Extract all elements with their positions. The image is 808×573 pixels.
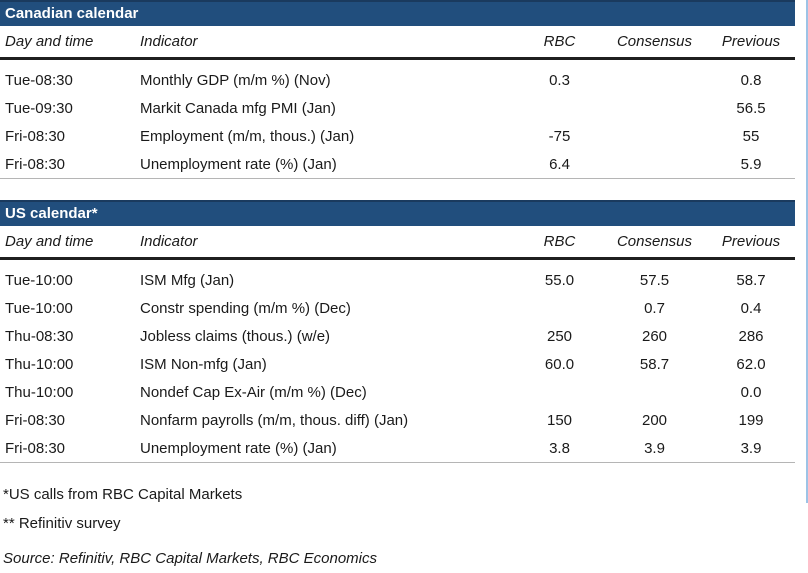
canadian-calendar-section: Canadian calendar Day and time Indicator… xyxy=(0,0,808,179)
cell-day: Fri-08:30 xyxy=(5,439,66,457)
cell-previous: 58.7 xyxy=(736,271,766,289)
cell-day: Tue-10:00 xyxy=(5,271,73,289)
us-header-row: Day and time Indicator RBC Consensus Pre… xyxy=(0,226,795,260)
cell-rbc xyxy=(517,378,602,406)
us-calendar-title-bar: US calendar* xyxy=(0,200,795,226)
cell-consensus: 0.7 xyxy=(644,299,665,317)
column-header-indicator: Indicator xyxy=(140,226,517,260)
cell-previous: 0.4 xyxy=(740,299,762,317)
cell-consensus: 3.9 xyxy=(644,439,665,457)
cell-indicator: Nonfarm payrolls (m/m, thous. diff) (Jan… xyxy=(140,411,409,429)
column-header-previous: Previous xyxy=(707,26,795,60)
us-calendar-table: Day and time Indicator RBC Consensus Pre… xyxy=(0,226,795,463)
column-header-indicator: Indicator xyxy=(140,26,517,60)
cell-day: Fri-08:30 xyxy=(5,411,66,429)
column-header-consensus: Consensus xyxy=(602,26,707,60)
column-header-rbc: RBC xyxy=(517,226,602,260)
canadian-header-row: Day and time Indicator RBC Consensus Pre… xyxy=(0,26,795,60)
cell-rbc: 3.8 xyxy=(549,439,570,457)
cell-day: Tue-10:00 xyxy=(5,299,73,317)
cell-previous: 286 xyxy=(738,327,764,345)
table-row: Fri-08:30 Unemployment rate (%) (Jan) 6.… xyxy=(0,150,795,179)
table-row: Tue-10:00 ISM Mfg (Jan) 55.0 57.5 58.7 xyxy=(0,259,795,295)
cell-consensus xyxy=(602,150,707,179)
cell-indicator: Unemployment rate (%) (Jan) xyxy=(140,155,337,173)
cell-previous: 199 xyxy=(738,411,764,429)
table-row: Thu-08:30 Jobless claims (thous.) (w/e) … xyxy=(0,322,795,350)
cell-consensus: 57.5 xyxy=(639,271,670,289)
footnote-refinitiv: ** Refinitiv survey xyxy=(3,515,121,532)
table-row: Tue-08:30 Monthly GDP (m/m %) (Nov) 0.3 … xyxy=(0,59,795,95)
cell-consensus xyxy=(602,94,707,122)
column-header-previous: Previous xyxy=(707,226,795,260)
canadian-calendar-title-bar: Canadian calendar xyxy=(0,0,795,26)
footnotes: *US calls from RBC Capital Markets ** Re… xyxy=(0,480,808,538)
table-row: Tue-10:00 Constr spending (m/m %) (Dec) … xyxy=(0,294,795,322)
cell-rbc: 60.0 xyxy=(544,355,575,373)
table-row: Fri-08:30 Unemployment rate (%) (Jan) 3.… xyxy=(0,434,795,463)
cell-indicator: Unemployment rate (%) (Jan) xyxy=(140,439,337,457)
cell-indicator: Markit Canada mfg PMI (Jan) xyxy=(140,99,336,117)
cell-rbc xyxy=(517,294,602,322)
cell-indicator: Nondef Cap Ex-Air (m/m %) (Dec) xyxy=(140,383,367,401)
us-calendar-section: US calendar* Day and time Indicator RBC … xyxy=(0,200,808,463)
cell-day: Thu-10:00 xyxy=(5,383,74,401)
cell-day: Tue-09:30 xyxy=(5,99,73,117)
column-header-rbc: RBC xyxy=(517,26,602,60)
cell-previous: 3.9 xyxy=(740,439,762,457)
cell-consensus: 260 xyxy=(641,327,668,345)
table-row: Fri-08:30 Nonfarm payrolls (m/m, thous. … xyxy=(0,406,795,434)
cell-consensus: 200 xyxy=(641,411,668,429)
table-row: Fri-08:30 Employment (m/m, thous.) (Jan)… xyxy=(0,122,795,150)
page-edge-rule xyxy=(806,0,808,503)
cell-day: Thu-08:30 xyxy=(5,327,74,345)
cell-rbc: 6.4 xyxy=(549,155,570,173)
cell-indicator: Monthly GDP (m/m %) (Nov) xyxy=(140,71,331,89)
cell-indicator: Constr spending (m/m %) (Dec) xyxy=(140,299,351,317)
cell-consensus xyxy=(602,59,707,95)
table-row: Thu-10:00 ISM Non-mfg (Jan) 60.0 58.7 62… xyxy=(0,350,795,378)
cell-indicator: ISM Mfg (Jan) xyxy=(140,271,235,289)
cell-rbc: 250 xyxy=(546,327,573,345)
table-row: Thu-10:00 Nondef Cap Ex-Air (m/m %) (Dec… xyxy=(0,378,795,406)
footnote-us-calls: *US calls from RBC Capital Markets xyxy=(3,486,243,503)
cell-day: Fri-08:30 xyxy=(5,127,66,145)
cell-previous: 0.0 xyxy=(740,383,762,401)
cell-previous: 55 xyxy=(742,127,760,145)
canadian-calendar-table: Day and time Indicator RBC Consensus Pre… xyxy=(0,26,795,179)
cell-previous: 56.5 xyxy=(736,99,766,117)
cell-consensus: 58.7 xyxy=(639,355,670,373)
cell-consensus xyxy=(602,378,707,406)
cell-previous: 0.8 xyxy=(740,71,762,89)
cell-indicator: Employment (m/m, thous.) (Jan) xyxy=(140,127,355,145)
cell-indicator: Jobless claims (thous.) (w/e) xyxy=(140,327,331,345)
cell-consensus xyxy=(602,122,707,150)
cell-previous: 62.0 xyxy=(736,355,766,373)
cell-rbc: -75 xyxy=(548,127,571,145)
cell-rbc: 150 xyxy=(546,411,573,429)
cell-day: Tue-08:30 xyxy=(5,71,73,89)
cell-rbc: 0.3 xyxy=(549,71,570,89)
cell-previous: 5.9 xyxy=(740,155,762,173)
cell-rbc: 55.0 xyxy=(544,271,575,289)
cell-indicator: ISM Non-mfg (Jan) xyxy=(140,355,267,373)
column-header-day: Day and time xyxy=(0,226,140,260)
cell-day: Fri-08:30 xyxy=(5,155,66,173)
column-header-consensus: Consensus xyxy=(602,226,707,260)
cell-rbc xyxy=(517,94,602,122)
column-header-day: Day and time xyxy=(0,26,140,60)
table-row: Tue-09:30 Markit Canada mfg PMI (Jan) 56… xyxy=(0,94,795,122)
cell-day: Thu-10:00 xyxy=(5,355,74,373)
